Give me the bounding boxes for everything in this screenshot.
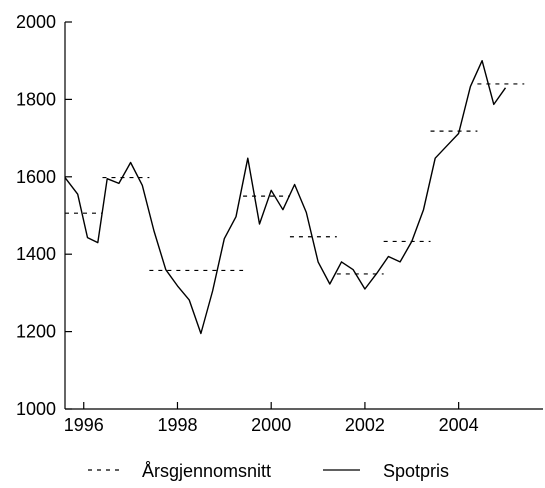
spot-price-line (64, 60, 507, 335)
annual-average-series (65, 83, 525, 275)
y-tick-label: 1400 (16, 244, 56, 264)
legend-label-spot-price: Spotpris (383, 461, 449, 481)
spot-price-series (64, 60, 507, 335)
y-tick-label: 1600 (16, 167, 56, 187)
y-tick-label: 2000 (16, 12, 56, 32)
y-axis-ticks: 1000 1200 1400 1600 1800 2000 (16, 12, 72, 419)
y-tick-label: 1800 (16, 89, 56, 109)
x-tick-label: 2004 (439, 415, 479, 435)
x-tick-label: 2002 (345, 415, 385, 435)
legend: Årsgjennomsnitt Spotpris (88, 461, 449, 481)
y-tick-label: 1200 (16, 322, 56, 342)
x-tick-label: 1996 (64, 415, 104, 435)
y-tick-label: 1000 (16, 399, 56, 419)
x-axis-ticks: 1996 1998 2000 2002 2004 (64, 402, 479, 435)
legend-label-annual-average: Årsgjennomsnitt (142, 461, 271, 481)
x-tick-label: 2000 (251, 415, 291, 435)
axes (64, 22, 543, 410)
x-tick-label: 1998 (157, 415, 197, 435)
